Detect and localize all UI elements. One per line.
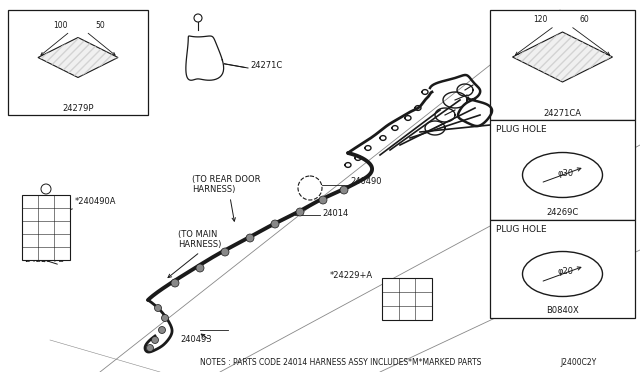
Text: PLUG HOLE: PLUG HOLE (496, 225, 547, 234)
Text: 50: 50 (95, 20, 105, 29)
Text: HARNESS): HARNESS) (178, 240, 221, 249)
Text: 24271C: 24271C (250, 61, 282, 70)
Circle shape (319, 196, 327, 204)
Circle shape (152, 337, 159, 343)
Bar (8, 10, 148, 115)
Circle shape (298, 176, 322, 200)
Circle shape (221, 248, 229, 256)
Circle shape (296, 208, 304, 216)
Polygon shape (513, 32, 612, 82)
Text: φ30: φ30 (557, 169, 573, 177)
Text: 24271CA: 24271CA (543, 109, 582, 118)
Text: 60: 60 (580, 15, 589, 24)
Polygon shape (38, 38, 118, 77)
Bar (382, 278, 432, 320)
Text: *24229+A: *24229+A (330, 270, 373, 279)
Text: HARNESS): HARNESS) (192, 185, 236, 194)
Circle shape (340, 186, 348, 194)
Circle shape (159, 327, 166, 334)
Text: *24229+B: *24229+B (22, 256, 65, 264)
Polygon shape (186, 36, 223, 80)
Text: 24279P: 24279P (62, 104, 93, 113)
Text: NOTES : PARTS CODE 24014 HARNESS ASSY INCLUDES*M*MARKED PARTS: NOTES : PARTS CODE 24014 HARNESS ASSY IN… (200, 358, 481, 367)
Bar (490, 10, 635, 120)
Ellipse shape (522, 251, 602, 296)
Bar (490, 220, 635, 318)
Circle shape (147, 344, 154, 352)
Text: PLUG HOLE: PLUG HOLE (496, 125, 547, 134)
Circle shape (196, 264, 204, 272)
Text: φ20: φ20 (557, 267, 573, 276)
Circle shape (246, 234, 254, 242)
Circle shape (271, 220, 279, 228)
Text: 100: 100 (52, 20, 67, 29)
Circle shape (41, 184, 51, 194)
Text: 120: 120 (533, 15, 548, 24)
Text: J2400C2Y: J2400C2Y (560, 358, 596, 367)
Text: 24014: 24014 (322, 208, 348, 218)
Text: 24269C: 24269C (547, 208, 579, 217)
Circle shape (171, 279, 179, 287)
Text: 240493: 240493 (180, 336, 212, 344)
Ellipse shape (522, 153, 602, 198)
Text: (TO REAR DOOR: (TO REAR DOOR (192, 175, 260, 184)
Bar (490, 120, 635, 220)
Text: (TO MAIN: (TO MAIN (178, 230, 218, 239)
Circle shape (161, 314, 168, 321)
Bar (22, 195, 70, 260)
Text: 240490: 240490 (350, 177, 381, 186)
Text: B0840X: B0840X (546, 306, 579, 315)
Circle shape (154, 305, 161, 311)
Text: *240490A: *240490A (75, 198, 116, 206)
Circle shape (194, 14, 202, 22)
